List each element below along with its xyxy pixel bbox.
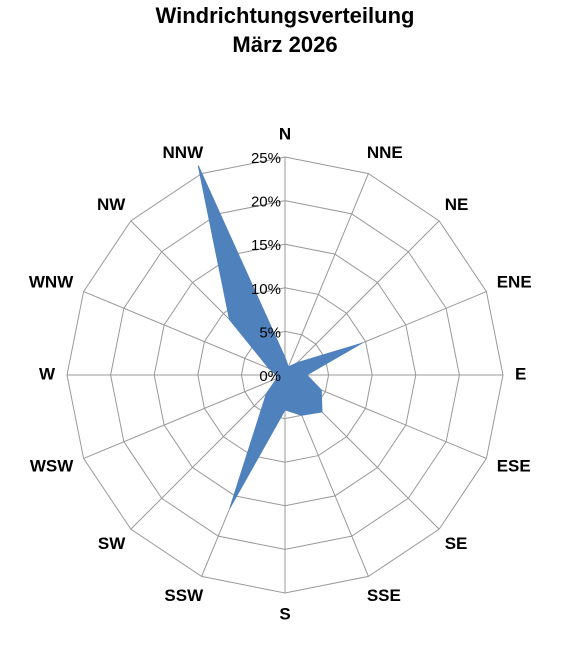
category-label: ENE [497, 273, 532, 292]
category-label: ESE [497, 456, 531, 475]
tick-label: 0% [259, 368, 281, 385]
spoke [284, 220, 440, 376]
tick-label: 15% [251, 237, 281, 254]
category-label: WSW [30, 456, 74, 475]
category-label: S [279, 604, 290, 623]
tick-label: 20% [251, 194, 281, 211]
category-label: WNW [29, 273, 74, 292]
category-label: N [279, 124, 291, 143]
spoke [83, 291, 286, 376]
plot [197, 165, 362, 509]
spoke [83, 374, 286, 459]
category-label: SSW [164, 586, 204, 605]
labels: 0% 5% 10% 15% 20% 25% N NNE NE ENE E ESE SE SSE S SSW SW… [29, 124, 532, 623]
data-area [197, 165, 362, 509]
category-label: NNE [367, 143, 403, 162]
category-label: E [515, 364, 526, 383]
spoke [130, 374, 286, 530]
category-label: NE [445, 195, 469, 214]
tick-label: 10% [251, 281, 281, 298]
category-label: NNW [163, 143, 205, 162]
chart-title: Windrichtungsverteilung [156, 3, 415, 28]
category-label: SW [98, 534, 126, 553]
category-label: NW [97, 195, 126, 214]
tick-label: 5% [259, 324, 281, 341]
chart-title: März 2026 [232, 32, 337, 57]
category-label: W [39, 364, 56, 383]
spoke [284, 173, 369, 376]
category-label: SSE [367, 586, 401, 605]
category-label: SE [445, 534, 468, 553]
tick-label: 25% [251, 150, 281, 167]
